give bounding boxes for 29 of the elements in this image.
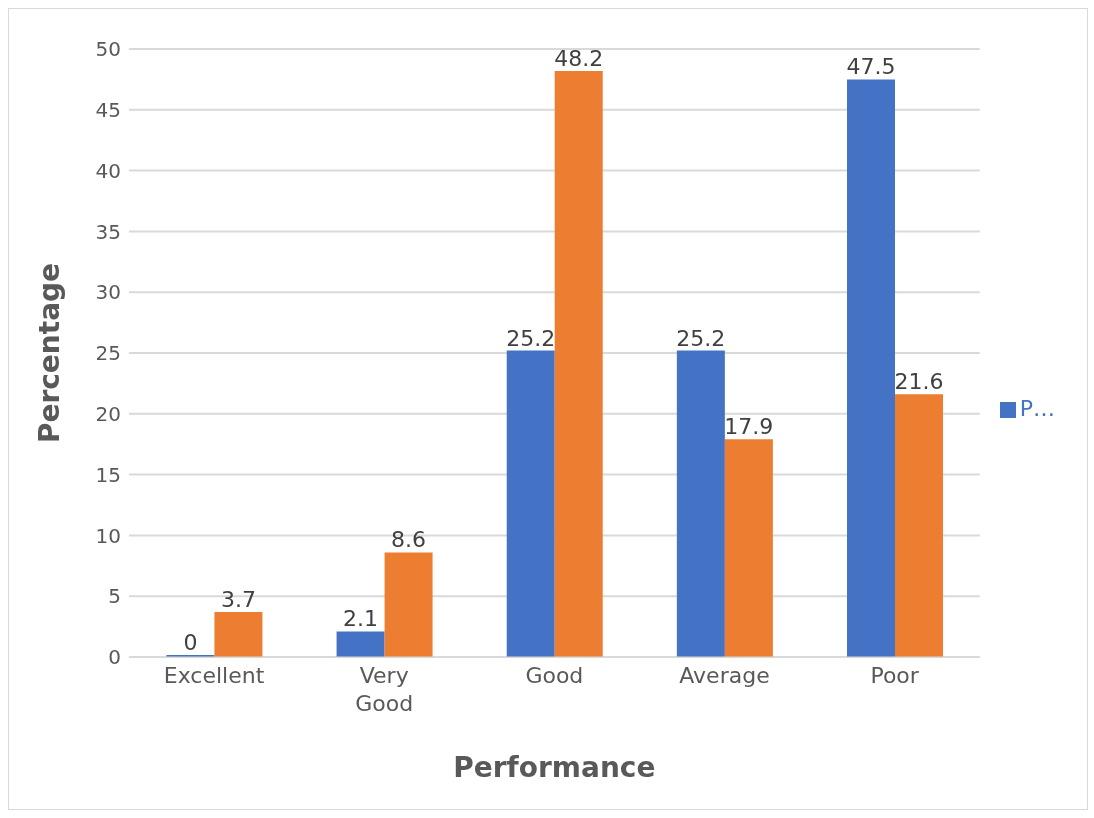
y-tick-label: 20 [95,401,121,426]
y-tick-label: 25 [95,341,121,366]
x-tick-label: Good [525,663,584,688]
y-tick-label: 35 [95,219,121,244]
data-label: 3.7 [220,587,256,613]
y-tick-label: 10 [95,523,121,548]
x-tick-label: Poor [870,663,920,688]
y-tick-label: 30 [95,280,121,305]
x-tick-label: Excellent [163,663,265,688]
data-label: 2.1 [343,606,379,632]
y-tick-label: 0 [108,645,121,670]
data-label: 25.2 [506,325,556,351]
data-label: 8.6 [391,527,427,553]
y-tick-label: 15 [95,462,121,487]
y-tick-label: 5 [108,584,121,609]
y-tick-label: 50 [95,37,121,62]
y-axis-title: Percentage [32,262,66,444]
legend-label: P… [1019,395,1055,421]
data-label: 17.9 [724,414,774,440]
data-label: 21.6 [894,369,944,395]
data-label: 48.2 [554,45,604,71]
x-tick-label: Very Good [355,663,414,716]
y-tick-label: 45 [95,97,121,122]
y-tick-label: 40 [95,158,121,183]
data-label: 0 [183,630,198,655]
x-tick-label: Average [679,663,770,688]
data-label: 47.5 [846,54,896,80]
data-label: 25.2 [676,325,726,351]
x-axis-title: Performance [453,751,656,784]
